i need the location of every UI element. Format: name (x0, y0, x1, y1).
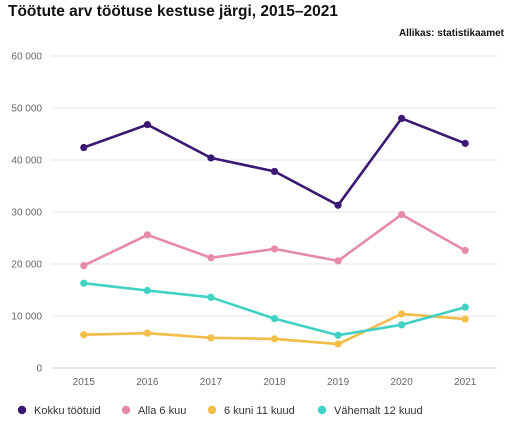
x-tick-label: 2016 (136, 377, 159, 388)
y-tick-label: 50 000 (11, 104, 42, 115)
data-point (143, 231, 151, 239)
series-line (82, 117, 467, 207)
data-point (207, 154, 215, 162)
data-point (207, 293, 215, 301)
legend-label: 6 kuni 11 kuud (224, 405, 295, 417)
y-tick-label: 20 000 (11, 260, 42, 271)
legend-marker (207, 405, 217, 415)
x-tick-label: 2021 (454, 377, 477, 388)
data-point (143, 286, 151, 295)
x-tick-label: 2015 (73, 377, 96, 388)
data-point (80, 143, 88, 152)
legend-label: Kokku töötuid (34, 405, 101, 417)
data-point (334, 340, 342, 348)
data-point (270, 167, 279, 176)
data-point (80, 279, 88, 287)
data-point (461, 139, 469, 147)
y-tick-label: 60 000 (11, 52, 42, 63)
data-point (334, 257, 342, 265)
data-point (143, 121, 151, 129)
x-tick-label: 2019 (327, 377, 350, 388)
data-point (398, 310, 406, 318)
data-point (207, 254, 215, 262)
data-point (334, 201, 342, 209)
legend-marker (17, 405, 27, 415)
data-point (270, 335, 279, 343)
chart-title: Töötute arv töötuse kestuse järgi, 2015–… (8, 3, 338, 20)
y-tick-label: 30 000 (11, 208, 42, 219)
y-tick-label: 10 000 (11, 312, 42, 323)
data-point (80, 261, 88, 270)
data-point (461, 246, 469, 255)
data-point (461, 315, 469, 323)
y-tick-label: 40 000 (11, 156, 42, 167)
x-tick-label: 2018 (263, 377, 286, 388)
data-point (207, 334, 215, 342)
data-point (398, 114, 406, 122)
y-tick-label: 0 (36, 364, 42, 375)
data-point (334, 331, 342, 339)
data-point (398, 211, 406, 219)
data-point (270, 245, 279, 253)
data-point (461, 303, 469, 311)
x-tick-label: 2017 (200, 377, 223, 388)
data-point (398, 321, 406, 329)
legend-marker (121, 405, 131, 415)
series-line (82, 213, 467, 267)
legend-marker (317, 405, 327, 415)
data-point (270, 315, 279, 323)
x-tick-label: 2020 (391, 377, 414, 388)
legend-label: Alla 6 kuu (138, 405, 186, 417)
data-point (80, 331, 88, 339)
legend-label: Vähemalt 12 kuud (334, 405, 423, 417)
series-line (82, 281, 467, 337)
chart-source: Allikas: statistikaamet (398, 28, 504, 39)
data-point (143, 329, 151, 337)
